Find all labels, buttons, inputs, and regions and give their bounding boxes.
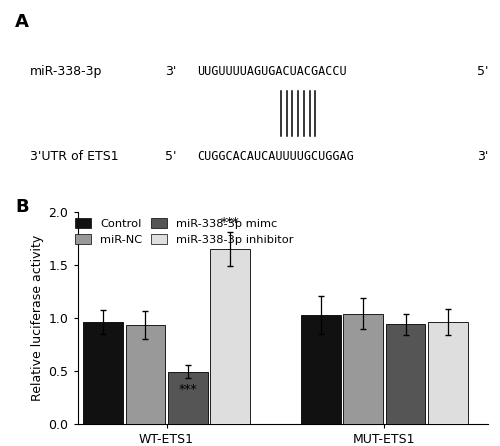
Text: CUGGCACAUCAUUUUGCUGGAG: CUGGCACAUCAUUUUGCUGGAG bbox=[198, 149, 354, 163]
Bar bbox=[301, 314, 341, 424]
Bar bbox=[168, 372, 207, 424]
Y-axis label: Relative luciferase activity: Relative luciferase activity bbox=[32, 235, 44, 401]
Bar bbox=[428, 322, 468, 424]
Bar bbox=[84, 322, 123, 424]
Text: 5': 5' bbox=[478, 65, 489, 78]
Bar bbox=[344, 314, 383, 424]
Text: A: A bbox=[15, 13, 29, 31]
Text: ***: *** bbox=[178, 384, 197, 396]
Text: B: B bbox=[15, 198, 28, 216]
Text: 3'UTR of ETS1: 3'UTR of ETS1 bbox=[30, 149, 118, 163]
Text: 5': 5' bbox=[165, 149, 176, 163]
Text: 3': 3' bbox=[165, 65, 176, 78]
Text: ***: *** bbox=[220, 216, 239, 229]
Bar bbox=[386, 324, 426, 424]
Legend: Control, miR-NC, miR-338-3p mimc, miR-338-3p inhibitor: Control, miR-NC, miR-338-3p mimc, miR-33… bbox=[75, 218, 294, 245]
Text: miR-338-3p: miR-338-3p bbox=[30, 65, 102, 78]
Text: 3': 3' bbox=[478, 149, 489, 163]
Bar bbox=[126, 325, 166, 424]
Bar bbox=[210, 249, 250, 424]
Text: UUGUUUUAGUGACUACGACCU: UUGUUUUAGUGACUACGACCU bbox=[198, 65, 347, 78]
